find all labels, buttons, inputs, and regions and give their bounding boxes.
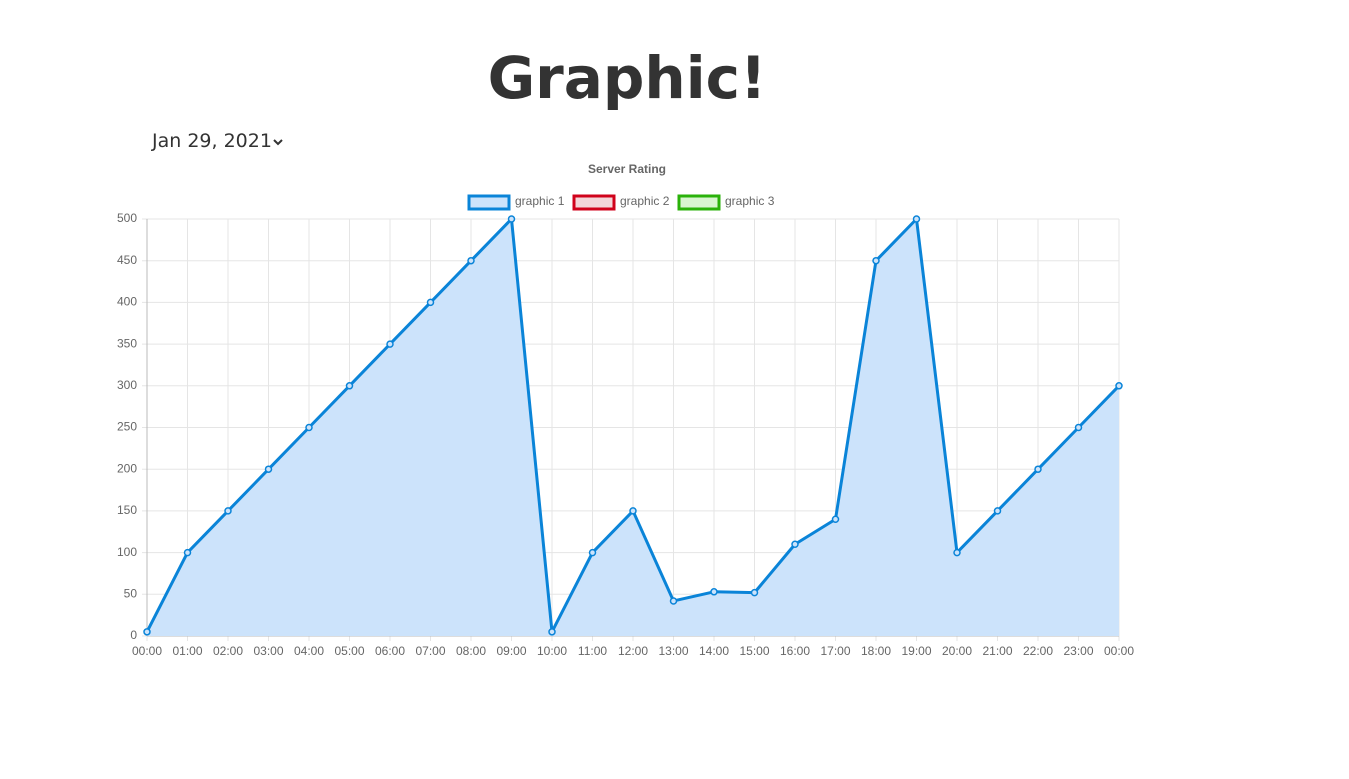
x-tick-label: 22:00 [1023, 644, 1053, 658]
y-tick-label: 300 [117, 378, 137, 392]
data-point [507, 215, 516, 223]
data-point [953, 548, 961, 557]
y-tick-label: 50 [124, 586, 138, 600]
x-tick-label: 13:00 [658, 644, 688, 658]
x-tick-label: 00:00 [132, 644, 162, 658]
x-tick-label: 12:00 [618, 644, 648, 658]
data-point [264, 465, 273, 473]
data-point [872, 256, 880, 265]
data-point [710, 588, 718, 596]
legend-swatch [677, 194, 721, 211]
y-tick-label: 450 [117, 253, 137, 267]
x-tick-label: 11:00 [578, 644, 607, 658]
data-point [143, 628, 151, 636]
data-point [305, 423, 313, 432]
x-tick-label: 15:00 [739, 644, 769, 658]
x-tick-label: 01:00 [172, 644, 202, 658]
y-tick-label: 150 [117, 503, 137, 517]
legend-swatch [572, 194, 616, 211]
y-tick-label: 0 [130, 628, 137, 642]
x-tick-label: 10:00 [537, 644, 567, 658]
x-tick-label: 20:00 [942, 644, 972, 658]
x-tick-label: 21:00 [982, 644, 1012, 658]
data-point [831, 515, 840, 523]
data-point [426, 298, 435, 307]
data-point [588, 548, 597, 557]
data-point [629, 507, 637, 515]
legend-swatch [467, 194, 511, 211]
data-point [1034, 465, 1042, 473]
x-tick-label: 09:00 [496, 644, 526, 658]
data-point [386, 340, 394, 348]
data-point [345, 382, 354, 390]
legend-label: graphic 3 [725, 194, 775, 208]
x-tick-label: 17:00 [820, 644, 850, 658]
series-area [147, 219, 1119, 636]
x-tick-label: 05:00 [334, 644, 364, 658]
data-point [224, 507, 232, 515]
x-tick-label: 06:00 [375, 644, 405, 658]
y-tick-label: 200 [117, 461, 137, 475]
data-point [1115, 382, 1123, 390]
x-tick-label: 19:00 [901, 644, 931, 658]
data-point [912, 215, 921, 223]
data-point [467, 256, 475, 265]
data-point [1074, 423, 1083, 432]
legend-label: graphic 2 [620, 194, 670, 208]
data-point [548, 628, 556, 636]
y-tick-label: 500 [117, 211, 137, 225]
legend-label: graphic 1 [515, 194, 565, 208]
y-tick-label: 250 [117, 420, 137, 434]
data-point [791, 540, 799, 549]
x-tick-label: 23:00 [1063, 644, 1093, 658]
x-tick-label: 04:00 [294, 644, 324, 658]
x-tick-label: 08:00 [456, 644, 486, 658]
data-point [750, 588, 759, 597]
x-tick-label: 18:00 [861, 644, 891, 658]
x-tick-label: 07:00 [415, 644, 445, 658]
x-tick-label: 02:00 [213, 644, 243, 658]
data-point [183, 548, 192, 557]
x-tick-label: 00:00 [1104, 644, 1134, 658]
y-tick-label: 350 [117, 336, 137, 350]
chevron [273, 138, 283, 145]
x-tick-label: 03:00 [253, 644, 283, 658]
date-picker[interactable]: Jan 29, 2021 [152, 130, 284, 152]
page-title: Graphic! [487, 44, 767, 112]
y-tick-label: 100 [117, 545, 137, 559]
data-point [669, 597, 678, 605]
chart-title: Server Rating [588, 162, 666, 176]
x-tick-label: 16:00 [780, 644, 810, 658]
date-label: Jan 29, 2021 [152, 130, 272, 152]
data-point [993, 507, 1002, 515]
x-tick-label: 14:00 [699, 644, 729, 658]
y-tick-label: 400 [117, 295, 137, 309]
